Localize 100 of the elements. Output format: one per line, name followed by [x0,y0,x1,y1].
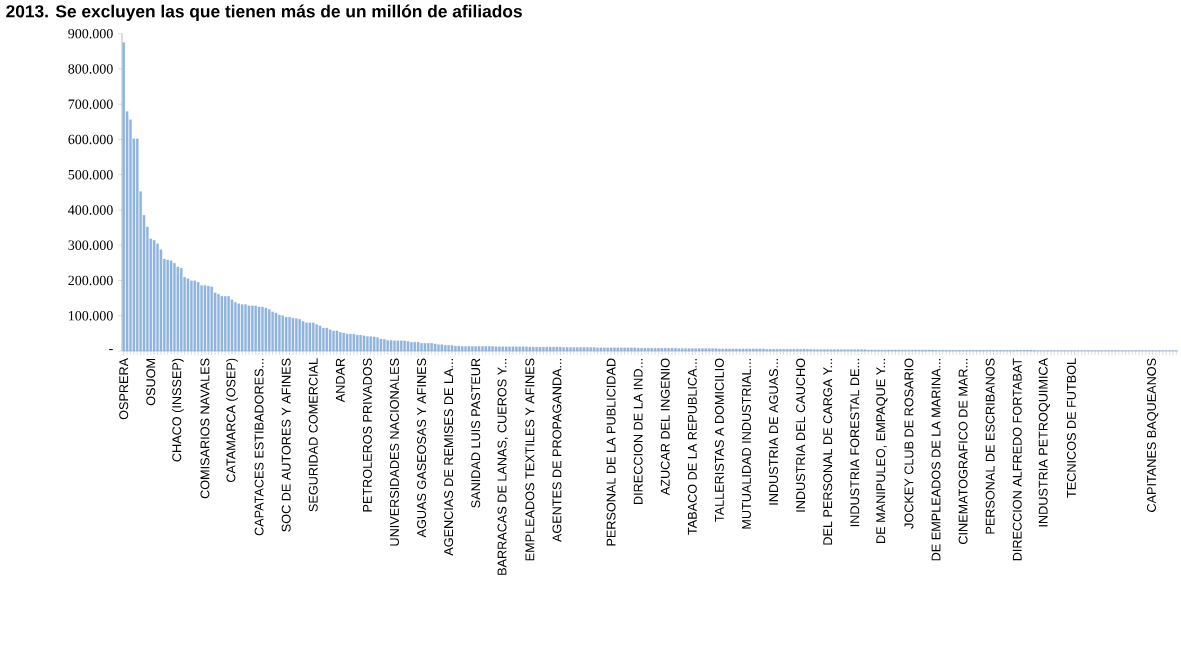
x-tick-label: OSPRERA [119,357,129,420]
x-tick-label: PERSONAL DE ESCRIBANOS [985,358,995,534]
bar [318,325,322,351]
bar [169,260,173,351]
bar [200,285,203,351]
bar [450,345,454,351]
bar [667,348,670,351]
bar [623,347,626,351]
bar [220,296,224,351]
bar [609,347,613,351]
bar [724,348,728,351]
bar [677,348,681,351]
bar [521,346,525,351]
bar [301,321,305,351]
bar [443,345,447,351]
bar [352,333,356,351]
x-tick-label: CAPITANES BAQUEANOS [1147,358,1159,512]
bar [508,346,511,351]
bar [511,346,515,351]
x-tick-label: TECNICOS DE FUTBOL [1066,358,1076,498]
bar [359,334,362,351]
x-tick-label: OSUOM [146,358,156,406]
bar [156,243,159,351]
bar [173,263,176,351]
bar [230,299,234,351]
bar [369,336,373,351]
y-tick-label: 300.000 [68,240,113,250]
bar [396,340,400,351]
bar [494,346,498,351]
bar [613,347,616,351]
bar [322,327,325,351]
x-tick-label: INDUSTRIA DE AGUAS... [769,359,779,505]
bar [433,343,437,351]
x-tick-label: BARRACAS DE LANAS, CUEROS Y... [497,359,509,575]
bar [498,346,501,351]
bar [332,330,335,351]
bar [718,348,721,351]
bar [592,347,596,351]
x-tick-label: INDUSTRIA DEL CAUCHO [796,358,806,512]
bar [504,346,508,351]
bar [308,322,312,351]
x-tick-label: CINEMATOGRAFICO DE MAR... [958,359,968,544]
bar [274,312,278,351]
bar [135,138,139,351]
x-tick-label: MUTUALIDAD INDUSTRIAL... [741,359,751,529]
bar [267,309,271,351]
bar [196,282,200,351]
x-tick-label: CHACO (INSSEP) [171,358,184,462]
bar [758,348,762,351]
bar [464,346,467,351]
bar [552,346,555,351]
y-tick-label: 500.000 [68,169,113,180]
bar [291,318,295,351]
bar [190,280,193,351]
bar [636,348,640,351]
bar [237,303,241,351]
x-tick-label: DEL PERSONAL DE CARGA Y... [823,359,833,545]
bar [653,348,657,351]
bar [288,317,291,351]
x-tick-label: CATAMARCA (OSEP) [226,358,238,483]
bar [423,343,427,351]
bar [240,304,244,351]
bar [244,304,247,351]
bar [477,346,481,351]
bar [454,345,457,351]
bar [335,330,339,351]
bar [528,346,532,351]
bar [393,340,396,351]
y-tick-label: 200.000 [68,275,113,286]
bar [501,346,505,351]
bar [389,340,393,351]
x-tick-label: SOC DE AUTORES Y AFINES [281,358,291,532]
bar [643,348,647,351]
x-tick-label: DIRECCION DE LA IND... [633,359,643,504]
bar [305,322,308,351]
bar [152,240,156,351]
x-tick-label: UNIVERSIDADES NACIONALES [389,358,399,546]
bar [721,348,725,351]
bar [437,344,440,351]
x-tick-label: JOCKEY CLUB DE ROSARIO [904,358,914,529]
bar [599,347,603,351]
bar [687,348,691,351]
x-tick-label: TABACO DE LA REPUBLICA... [687,359,697,535]
bar [176,266,180,351]
bar [697,348,701,351]
bar [531,346,535,351]
bar [281,315,285,351]
bar [376,337,379,351]
bar [284,317,288,351]
x-tick-label: CAPATACES ESTIBADORES... [254,359,264,536]
bar [542,346,545,351]
bar [217,294,220,351]
x-tick-label: TALLERISTAS A DOMICILIO [714,358,724,522]
bar [565,347,569,351]
bar [572,347,576,351]
bar [223,296,227,351]
bar [247,305,251,351]
bar [203,285,207,351]
bar [640,348,643,351]
x-tick-label: SANIDAD LUIS PASTEUR [471,358,481,508]
